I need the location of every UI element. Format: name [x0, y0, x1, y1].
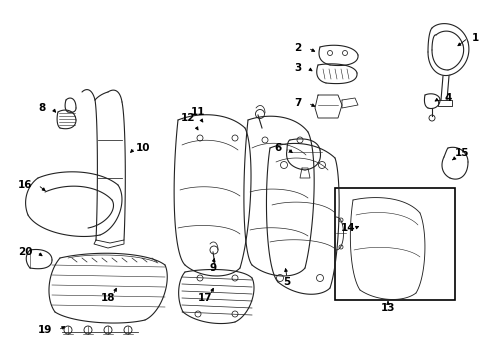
Text: 1: 1	[471, 33, 479, 43]
Text: 17: 17	[197, 293, 212, 303]
Text: 16: 16	[18, 180, 32, 190]
Text: 11: 11	[191, 107, 205, 117]
Text: 15: 15	[455, 148, 469, 158]
Text: 9: 9	[209, 263, 217, 273]
Text: 14: 14	[341, 223, 355, 233]
Text: 19: 19	[38, 325, 52, 335]
Text: 20: 20	[18, 247, 32, 257]
Text: 7: 7	[294, 98, 302, 108]
Text: 6: 6	[274, 143, 282, 153]
Text: 12: 12	[181, 113, 195, 123]
Text: 18: 18	[101, 293, 115, 303]
Text: 2: 2	[294, 43, 302, 53]
Text: 8: 8	[38, 103, 46, 113]
Text: 4: 4	[444, 93, 452, 103]
Text: 13: 13	[381, 303, 395, 313]
Text: 3: 3	[294, 63, 302, 73]
Bar	[335, 188, 455, 300]
Text: 10: 10	[136, 143, 150, 153]
Text: 5: 5	[283, 277, 291, 287]
